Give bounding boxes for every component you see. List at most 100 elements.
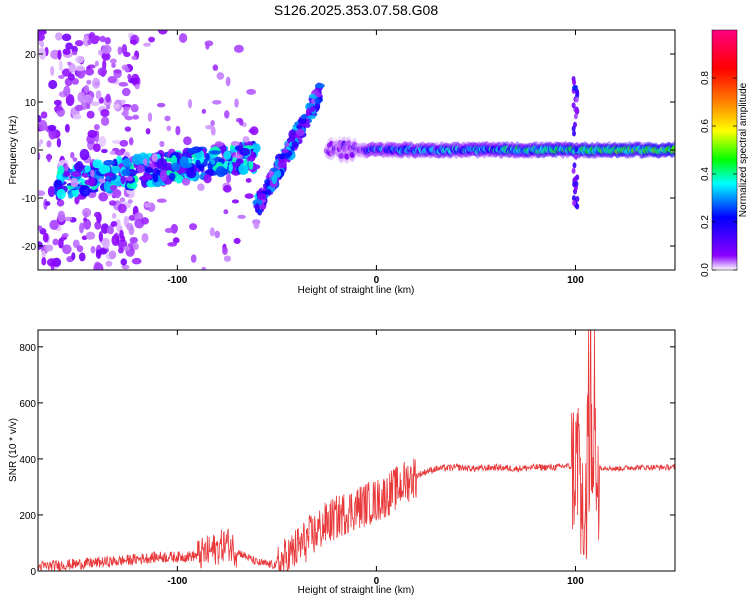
spectrogram-blob bbox=[131, 181, 137, 190]
spectrogram-blob bbox=[215, 166, 227, 178]
spectrogram-blob bbox=[172, 237, 180, 244]
spectrogram-blob bbox=[95, 249, 102, 259]
spectrogram-blob bbox=[189, 223, 198, 231]
spectrogram-blob bbox=[38, 190, 46, 197]
spectrogram-blob bbox=[38, 142, 42, 148]
x-tick-label: -100 bbox=[167, 576, 187, 587]
spectrogram-blob bbox=[50, 65, 55, 76]
spectrogram-blob bbox=[38, 120, 48, 131]
spectrogram-blob bbox=[231, 199, 240, 204]
spectrogram-blob bbox=[572, 199, 577, 206]
spectrogram-blob bbox=[305, 107, 311, 118]
spectrogram-blob bbox=[224, 110, 230, 119]
spectrogram-blob bbox=[248, 156, 255, 162]
spectrogram-blob bbox=[58, 237, 64, 249]
spectrogram-blob bbox=[101, 44, 112, 55]
spectrogram-blob bbox=[223, 150, 232, 160]
spectrogram-blob bbox=[63, 85, 71, 97]
spectrogram-blob bbox=[65, 42, 73, 50]
spectrogram-blob bbox=[88, 188, 99, 193]
spectrogram-blob bbox=[187, 98, 193, 109]
spectrogram-blob bbox=[143, 42, 152, 47]
spectrogram-blob bbox=[140, 175, 148, 182]
spectrogram-blob bbox=[573, 113, 578, 120]
y-tick-label: 800 bbox=[19, 343, 36, 354]
spectrogram-blob bbox=[571, 195, 576, 202]
spectrogram-blob bbox=[58, 60, 63, 72]
spectrogram-blob bbox=[120, 235, 126, 243]
spectrogram-blob bbox=[307, 115, 316, 120]
spectrogram-blob bbox=[574, 108, 579, 115]
spectrogram-blob bbox=[56, 188, 66, 200]
spectrogram-blob bbox=[87, 129, 98, 138]
spectrogram-blob bbox=[223, 184, 232, 193]
spectrogram-blob bbox=[212, 64, 219, 71]
spectrogram-blob bbox=[238, 118, 244, 126]
spectrogram-blob bbox=[94, 60, 99, 67]
spectrogram-blob bbox=[291, 141, 299, 148]
spectrogram-blob bbox=[115, 218, 121, 231]
colorbar-ticks: 0.0 0.2 0.4 0.6 0.8 bbox=[700, 71, 737, 277]
spectrogram-blob bbox=[180, 162, 193, 169]
spectrogram-blob bbox=[108, 200, 117, 206]
spectrogram-blob bbox=[237, 214, 246, 219]
spectrogram-blob bbox=[205, 152, 210, 161]
spectrogram-blob bbox=[54, 32, 63, 41]
spectrogram-blob bbox=[201, 266, 207, 270]
spectrogram-blob bbox=[63, 171, 71, 177]
spectrogram-blob bbox=[271, 174, 277, 185]
spectrogram-blob bbox=[83, 218, 92, 230]
spectrogram-blob bbox=[97, 67, 108, 76]
spectrogram-blob bbox=[106, 104, 111, 110]
spectrogram-blob bbox=[203, 174, 212, 184]
spectrogram-blob bbox=[72, 113, 82, 120]
spectrogram-blob bbox=[232, 161, 241, 168]
spectrogram-blob bbox=[58, 74, 65, 79]
spectrogram-blob bbox=[214, 230, 221, 239]
spectrogram-blob bbox=[575, 203, 580, 210]
spectrogram-blob bbox=[242, 136, 250, 143]
spectrogram-blob bbox=[151, 152, 158, 162]
spectrogram-blob bbox=[121, 43, 128, 55]
spectrogram-blob bbox=[119, 197, 126, 203]
spectrogram-blob bbox=[57, 210, 66, 223]
spectrogram-blob bbox=[57, 165, 65, 175]
spectrogram-blob bbox=[108, 250, 117, 260]
spectrogram-blob bbox=[119, 139, 129, 147]
spectrogram-blob bbox=[209, 227, 215, 237]
spectrogram-blob bbox=[64, 216, 73, 222]
spectrogram-blob bbox=[131, 153, 143, 166]
spectrogram-blob bbox=[126, 175, 134, 182]
y-tick-label: 0 bbox=[30, 567, 36, 578]
spectrogram-blob bbox=[210, 159, 216, 165]
spectrogram-blob bbox=[75, 55, 84, 64]
spectrogram-blob bbox=[56, 199, 65, 207]
spectrogram-blob bbox=[145, 128, 151, 135]
y-tick-label: 200 bbox=[19, 511, 36, 522]
spectrogram-blob bbox=[671, 145, 675, 152]
spectrogram-blob bbox=[53, 99, 62, 106]
spectrogram-blob bbox=[572, 84, 577, 91]
spectrogram-blob bbox=[246, 88, 257, 95]
spectrogram-blob bbox=[225, 173, 232, 184]
spectrogram-blob bbox=[123, 246, 131, 251]
spectrogram-blob bbox=[74, 104, 84, 112]
spectrogram-blob bbox=[109, 58, 117, 64]
spectrogram-blob bbox=[223, 209, 229, 215]
spectrogram-blob bbox=[113, 103, 120, 110]
spectrogram-blob bbox=[87, 39, 92, 45]
snr-plot-area bbox=[38, 330, 675, 571]
spectrogram-blob bbox=[347, 145, 353, 152]
spectrogram-blob bbox=[41, 257, 47, 266]
y-tick-label: -10 bbox=[22, 194, 37, 205]
spectrogram-blob bbox=[350, 151, 356, 158]
spectrogram-blob bbox=[314, 83, 325, 89]
spectrogram-blob bbox=[281, 148, 289, 154]
spectrogram-blob bbox=[67, 61, 72, 66]
spectrogram-blob bbox=[112, 139, 122, 144]
spectrogram-blob bbox=[252, 199, 263, 207]
spectrogram-blob bbox=[57, 49, 62, 60]
spectrogram-blob bbox=[118, 81, 129, 87]
spectrogram-blob bbox=[158, 30, 168, 35]
